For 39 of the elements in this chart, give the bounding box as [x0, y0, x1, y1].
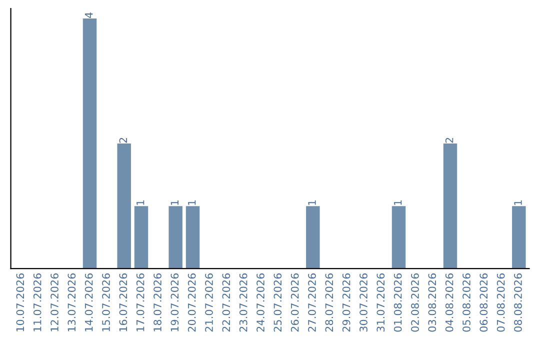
x-tick-label: 08.08.2026	[514, 273, 522, 332]
x-tick-label: 10.07.2026	[16, 273, 24, 332]
x-tick-label: 05.08.2026	[462, 273, 470, 332]
x-tick-label: 16.07.2026	[119, 273, 128, 332]
x-tick-label: 31.07.2026	[376, 273, 385, 332]
x-tick-label: 04.08.2026	[445, 273, 454, 332]
x-tick-label: 07.08.2026	[496, 273, 505, 332]
x-tick-label: 27.07.2026	[308, 273, 316, 332]
x-tick-label: 03.08.2026	[428, 273, 436, 332]
data-label: 1	[188, 200, 196, 205]
data-label: 1	[136, 200, 144, 205]
x-tick-label: 12.07.2026	[50, 273, 58, 332]
data-label: 1	[394, 200, 402, 205]
x-tick-label: 01.08.2026	[394, 273, 402, 332]
x-tick-label: 30.07.2026	[360, 273, 368, 332]
x-tick-label: 22.07.2026	[222, 273, 230, 332]
x-tick-label: 23.07.2026	[239, 273, 248, 332]
x-tick-label: 29.07.2026	[342, 273, 350, 332]
x-tick-label: 19.07.2026	[170, 273, 179, 332]
data-label: 1	[308, 200, 316, 205]
x-tick-label: 24.07.2026	[256, 273, 264, 332]
data-label: 1	[514, 200, 522, 205]
x-tick-label: 28.07.2026	[325, 273, 334, 332]
data-label: 2	[119, 138, 127, 143]
x-tick-label: 02.08.2026	[411, 273, 419, 332]
x-tick-label: 21.07.2026	[205, 273, 213, 332]
x-tick-label: 15.07.2026	[102, 273, 110, 332]
x-tick-label: 25.07.2026	[274, 273, 282, 332]
x-tick-label: 06.08.2026	[480, 273, 488, 332]
x-tick-label: 17.07.2026	[136, 273, 144, 332]
x-tick-label: 13.07.2026	[68, 273, 76, 332]
data-label: 2	[445, 138, 454, 143]
data-label: 4	[85, 12, 93, 18]
x-tick-label: 18.07.2026	[154, 273, 162, 332]
x-tick-label: 14.07.2026	[84, 273, 93, 332]
x-tick-label: 11.07.2026	[33, 273, 42, 332]
x-tick-label: 20.07.2026	[188, 273, 196, 332]
x-tick-label: 26.07.2026	[290, 273, 299, 332]
data-label: 1	[170, 200, 178, 205]
